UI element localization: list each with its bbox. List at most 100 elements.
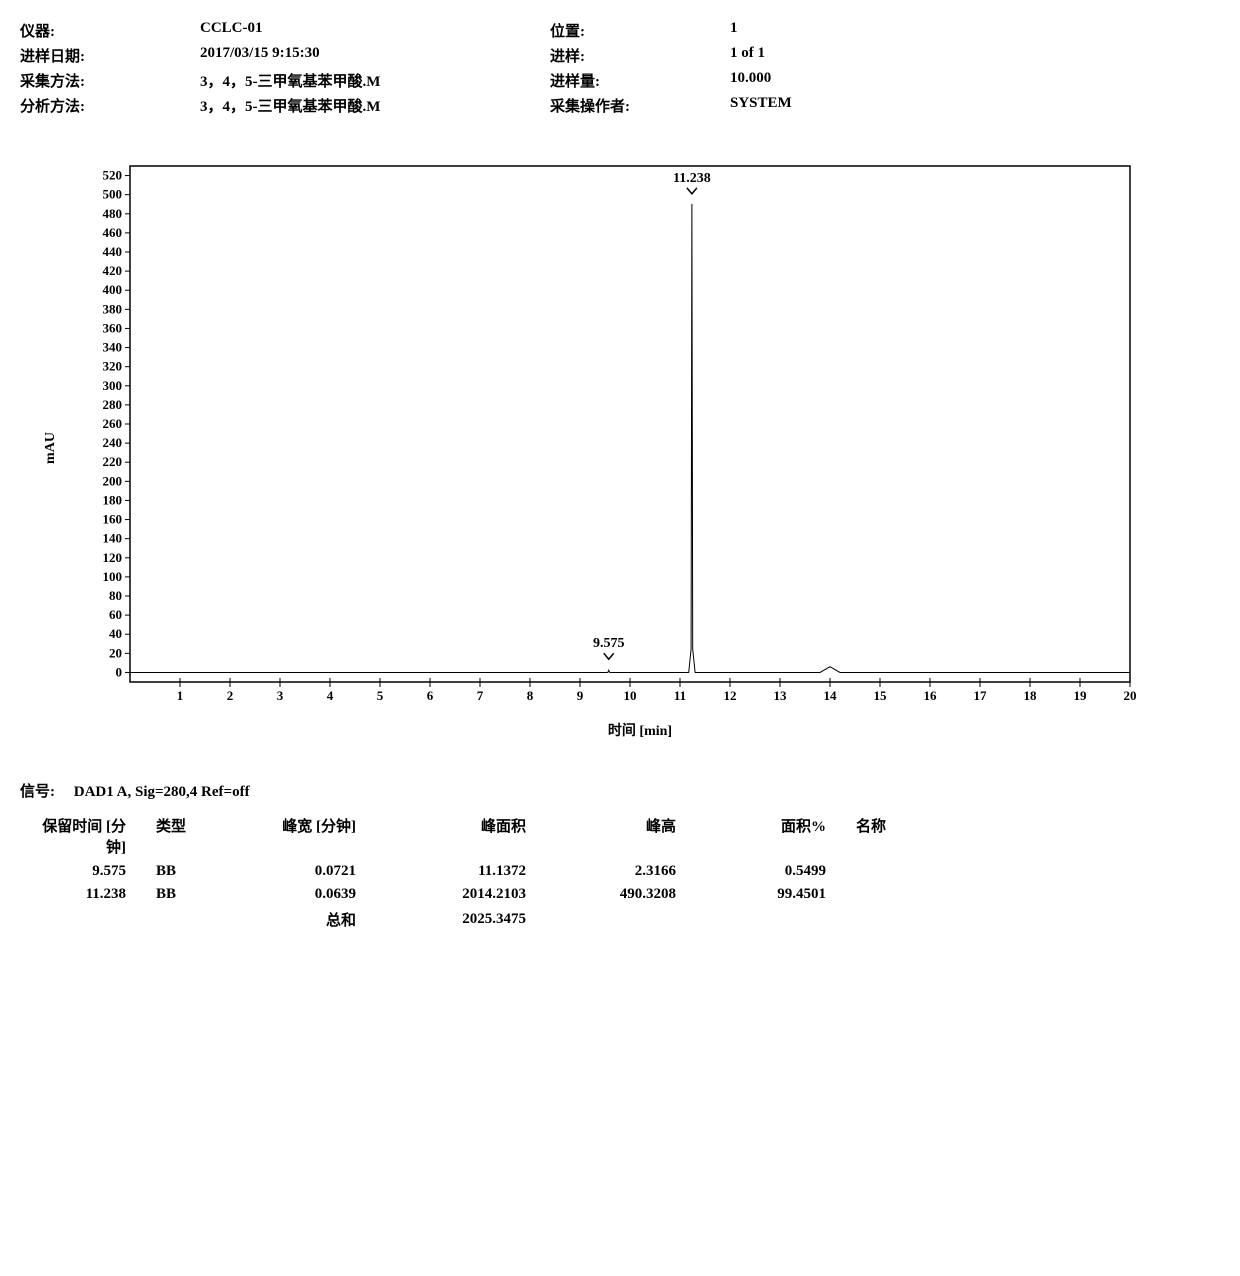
- col-area: 峰面积: [372, 813, 540, 859]
- col-areapct: 面积%: [692, 813, 840, 859]
- value-injection: 1 of 1: [730, 45, 930, 66]
- signal-line: 信号: DAD1 A, Sig=280,4 Ref=off: [20, 780, 1220, 801]
- svg-text:440: 440: [103, 244, 123, 259]
- table-row-totals: 总和2025.3475: [22, 907, 950, 932]
- svg-text:60: 60: [109, 607, 122, 622]
- chart-ylabel: mAU: [43, 432, 59, 464]
- table-row: 11.238BB0.06392014.2103490.320899.4501: [22, 884, 950, 905]
- svg-text:17: 17: [974, 688, 988, 703]
- svg-text:500: 500: [103, 187, 123, 202]
- svg-text:40: 40: [109, 626, 122, 641]
- svg-text:400: 400: [103, 282, 123, 297]
- svg-text:9: 9: [577, 688, 584, 703]
- svg-text:2: 2: [227, 688, 234, 703]
- col-height: 峰高: [542, 813, 690, 859]
- table-cell: 2014.2103: [372, 884, 540, 905]
- value-operator: SYSTEM: [730, 95, 930, 116]
- svg-text:280: 280: [103, 397, 123, 412]
- svg-text:180: 180: [103, 492, 123, 507]
- svg-text:140: 140: [103, 531, 123, 546]
- table-cell: 9.575: [22, 861, 140, 882]
- label-instrument: 仪器:: [20, 20, 200, 41]
- svg-text:260: 260: [103, 416, 123, 431]
- svg-text:460: 460: [103, 225, 123, 240]
- svg-text:1: 1: [177, 688, 184, 703]
- table-cell: BB: [142, 861, 220, 882]
- svg-text:12: 12: [724, 688, 737, 703]
- svg-text:480: 480: [103, 206, 123, 221]
- value-inj-date: 2017/03/15 9:15:30: [200, 45, 550, 66]
- label-inj-volume: 进样量:: [550, 70, 730, 91]
- label-inj-date: 进样日期:: [20, 45, 200, 66]
- svg-text:520: 520: [103, 168, 123, 183]
- value-acq-method: 3，4，5-三甲氧基苯甲酸.M: [200, 70, 550, 91]
- label-analysis-method: 分析方法:: [20, 95, 200, 116]
- svg-text:0: 0: [116, 664, 123, 679]
- svg-text:120: 120: [103, 550, 123, 565]
- totals-area: 2025.3475: [372, 907, 540, 932]
- label-injection: 进样:: [550, 45, 730, 66]
- report-header: 仪器: CCLC-01 位置: 1 进样日期: 2017/03/15 9:15:…: [20, 20, 1220, 116]
- value-inj-volume: 10.000: [730, 70, 930, 91]
- svg-text:13: 13: [774, 688, 788, 703]
- table-cell: 0.0639: [222, 884, 370, 905]
- svg-text:160: 160: [103, 512, 123, 527]
- table-cell: 99.4501: [692, 884, 840, 905]
- svg-text:20: 20: [1124, 688, 1137, 703]
- svg-text:360: 360: [103, 320, 123, 335]
- svg-text:11: 11: [674, 688, 686, 703]
- svg-text:340: 340: [103, 340, 123, 355]
- svg-text:15: 15: [874, 688, 888, 703]
- totals-label: 总和: [222, 907, 370, 932]
- svg-text:10: 10: [624, 688, 637, 703]
- svg-text:7: 7: [477, 688, 484, 703]
- table-cell: 11.1372: [372, 861, 540, 882]
- label-acq-method: 采集方法:: [20, 70, 200, 91]
- svg-text:80: 80: [109, 588, 122, 603]
- label-operator: 采集操作者:: [550, 95, 730, 116]
- svg-text:18: 18: [1024, 688, 1038, 703]
- table-cell: 11.238: [22, 884, 140, 905]
- table-cell: BB: [142, 884, 220, 905]
- value-instrument: CCLC-01: [200, 20, 550, 41]
- svg-text:220: 220: [103, 454, 123, 469]
- col-name: 名称: [842, 813, 950, 859]
- table-row: 9.575BB0.072111.13722.31660.5499: [22, 861, 950, 882]
- value-analysis-method: 3，4，5-三甲氧基苯甲酸.M: [200, 95, 550, 116]
- svg-text:320: 320: [103, 359, 123, 374]
- svg-text:16: 16: [924, 688, 938, 703]
- svg-text:8: 8: [527, 688, 534, 703]
- value-location: 1: [730, 20, 930, 41]
- table-cell: 0.5499: [692, 861, 840, 882]
- table-cell: 0.0721: [222, 861, 370, 882]
- svg-text:4: 4: [327, 688, 334, 703]
- table-cell: 490.3208: [542, 884, 690, 905]
- svg-text:100: 100: [103, 569, 123, 584]
- svg-text:380: 380: [103, 301, 123, 316]
- svg-text:200: 200: [103, 473, 123, 488]
- signal-label: 信号:: [20, 784, 55, 800]
- svg-text:240: 240: [103, 435, 123, 450]
- peaks-table-header: 保留时间 [分钟] 类型 峰宽 [分钟] 峰面积 峰高 面积% 名称: [22, 813, 950, 859]
- label-location: 位置:: [550, 20, 730, 41]
- svg-text:420: 420: [103, 263, 123, 278]
- svg-text:19: 19: [1074, 688, 1088, 703]
- table-cell: [842, 861, 950, 882]
- table-cell: 2.3166: [542, 861, 690, 882]
- svg-text:14: 14: [824, 688, 838, 703]
- svg-text:11.238: 11.238: [673, 171, 711, 186]
- svg-text:6: 6: [427, 688, 434, 703]
- peaks-table: 保留时间 [分钟] 类型 峰宽 [分钟] 峰面积 峰高 面积% 名称 9.575…: [20, 811, 952, 934]
- chromatogram-svg: 0204060801001201401601802002202402602803…: [80, 156, 1140, 716]
- svg-text:300: 300: [103, 378, 123, 393]
- chromatogram-chart: mAU 020406080100120140160180200220240260…: [80, 156, 1200, 740]
- signal-value: DAD1 A, Sig=280,4 Ref=off: [74, 784, 250, 800]
- col-type: 类型: [142, 813, 220, 859]
- chart-xlabel: 时间 [min]: [80, 720, 1200, 740]
- col-rt: 保留时间 [分钟]: [22, 813, 140, 859]
- svg-text:9.575: 9.575: [593, 636, 625, 651]
- svg-text:3: 3: [277, 688, 284, 703]
- svg-text:5: 5: [377, 688, 384, 703]
- svg-text:20: 20: [109, 645, 122, 660]
- table-cell: [842, 884, 950, 905]
